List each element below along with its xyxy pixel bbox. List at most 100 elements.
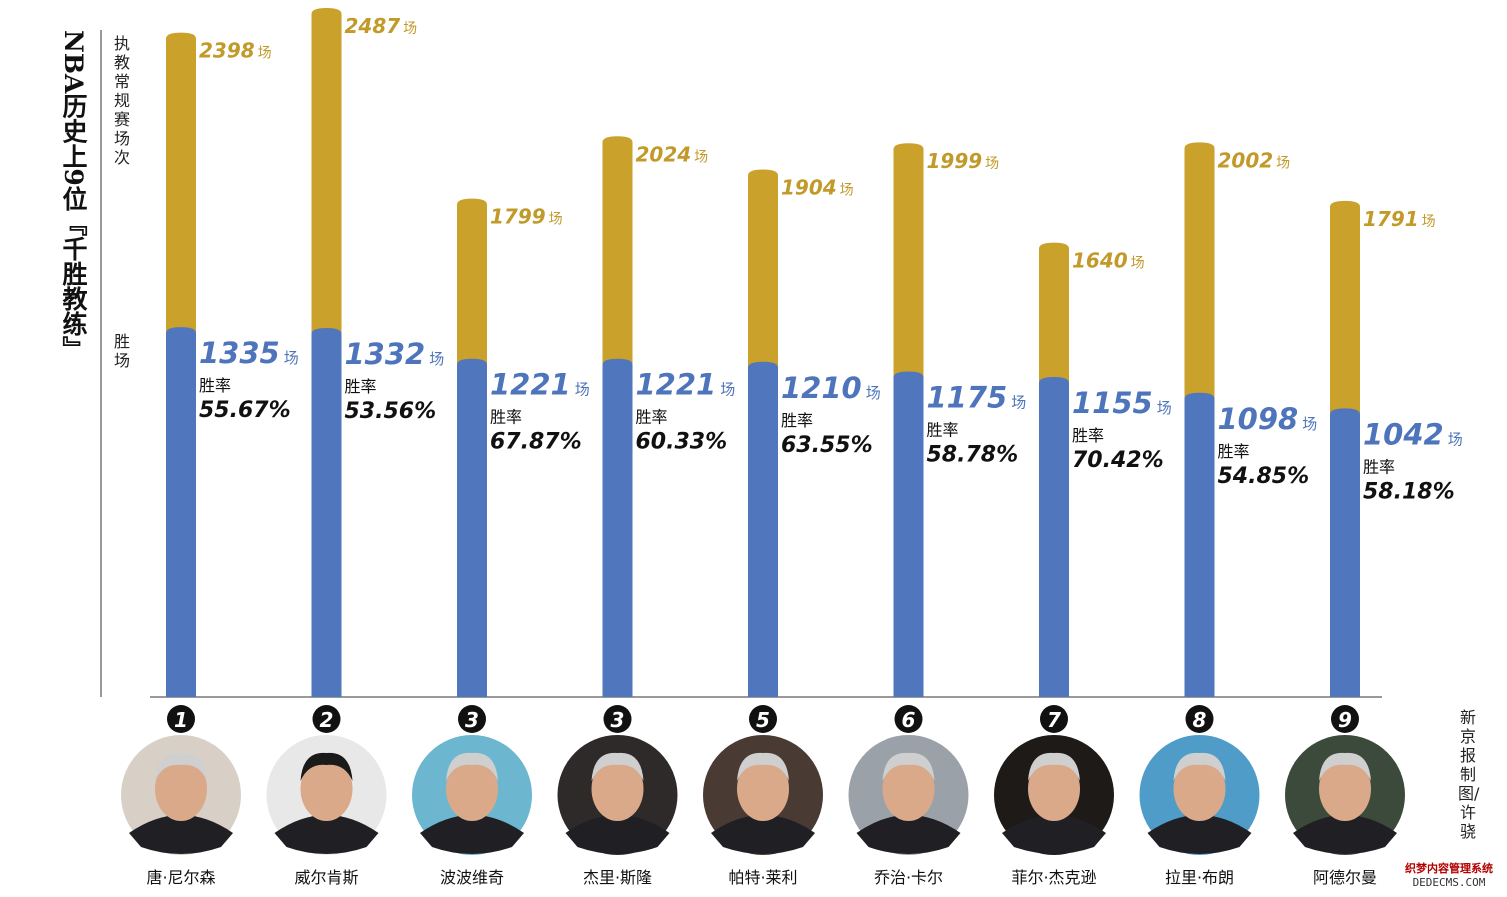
wins-value-label: 1155 场	[1072, 386, 1172, 420]
total-unit: 场	[549, 212, 563, 228]
rank-number: 2	[320, 708, 334, 732]
total-value-label: 2487 场	[345, 14, 418, 38]
portrait-face	[300, 757, 353, 821]
rank-number: 1	[174, 708, 188, 732]
total-unit: 场	[403, 21, 417, 37]
portrait-hair	[1319, 752, 1371, 781]
portrait-hair	[882, 752, 935, 781]
total-value-label: 1640 场	[1072, 249, 1145, 273]
portrait-face	[1319, 757, 1371, 821]
coach-name: 帕特·莱利	[728, 868, 798, 887]
total-value-label: 1999 场	[927, 149, 1000, 173]
total-value-label: 1799 场	[490, 205, 563, 229]
wins-unit: 场	[1448, 430, 1463, 448]
rank-badge	[167, 705, 195, 733]
total-unit: 场	[1276, 155, 1290, 171]
wins-value-label: 1221 场	[636, 368, 736, 402]
portrait-shoulders	[1147, 815, 1252, 854]
total-value-label: 2024 场	[636, 142, 709, 166]
portrait-face	[1173, 757, 1226, 821]
portrait-hair	[155, 752, 207, 781]
legend-wins-label: 胜场	[113, 332, 130, 370]
wins-value-label: 1210 场	[781, 371, 881, 405]
total-value-label: 1791 场	[1363, 207, 1436, 231]
wins-value-label: 1335 场	[199, 336, 299, 370]
chart-title: NBA历史上9位『千胜教练』	[59, 30, 88, 361]
win-rate-caption: 胜率	[1072, 426, 1104, 445]
total-unit: 场	[840, 183, 854, 199]
portrait-face	[155, 757, 207, 821]
portrait-shoulders	[1002, 815, 1106, 854]
total-unit: 场	[985, 156, 999, 172]
rank-badge	[1185, 705, 1214, 733]
portrait-hair	[591, 752, 644, 781]
wins-unit: 场	[866, 384, 881, 402]
rank-number: 3	[611, 708, 625, 732]
total-unit: 场	[694, 149, 708, 165]
total-value-label: 1904 场	[781, 176, 854, 200]
rank-number: 5	[756, 708, 770, 732]
portrait-shoulders	[1293, 815, 1397, 854]
portrait-shoulders	[856, 815, 961, 854]
win-rate-value: 70.42%	[1072, 448, 1164, 473]
win-rate-value: 58.18%	[1363, 479, 1455, 504]
bar-wins	[602, 358, 633, 697]
labels-layer: 2398 场 1335 场胜率 55.67% 2487 场 1332 场胜率 53.56% 1799…	[199, 14, 1463, 504]
watermark-cn: 织梦内容管理系统	[1405, 862, 1493, 875]
portrait-hair	[1028, 752, 1080, 781]
portrait-hair	[300, 752, 353, 781]
watermark: 织梦内容管理系统 DEDECMS.COM	[1397, 862, 1501, 890]
wins-unit: 场	[1157, 399, 1172, 417]
portrait-face	[737, 757, 789, 821]
win-rate-caption: 胜率	[1218, 442, 1250, 461]
portrait-face	[591, 757, 644, 821]
wins-unit: 场	[1302, 415, 1317, 433]
portrait-shoulders	[711, 815, 815, 854]
wins-unit: 场	[1011, 393, 1026, 411]
portrait-hair	[446, 752, 498, 781]
wins-unit: 场	[429, 350, 444, 368]
rank-number: 3	[465, 708, 479, 732]
coach-name: 杰里·斯隆	[582, 868, 653, 887]
coach-name: 唐·尼尔森	[146, 868, 216, 887]
total-unit: 场	[1422, 214, 1436, 230]
bar-wins	[166, 327, 196, 697]
win-rate-caption: 胜率	[1363, 457, 1395, 476]
win-rate-value: 63.55%	[781, 433, 873, 458]
wins-value-label: 1175 场	[927, 380, 1027, 414]
win-rate-value: 58.78%	[927, 442, 1019, 467]
bar-wins	[748, 361, 778, 697]
win-rate-value: 54.85%	[1218, 464, 1310, 489]
rank-badge	[749, 705, 777, 733]
wins-unit: 场	[284, 349, 299, 367]
wins-value-label: 1042 场	[1363, 417, 1463, 451]
total-value-label: 2002 场	[1218, 148, 1291, 172]
rank-badge	[458, 705, 486, 733]
watermark-en: DEDECMS.COM	[1412, 876, 1486, 889]
portrait-hair	[737, 752, 789, 781]
portrait-shoulders	[565, 815, 670, 854]
win-rate-caption: 胜率	[927, 420, 959, 439]
bars-layer	[166, 8, 1360, 698]
total-value-label: 2398 场	[199, 39, 272, 63]
rank-badge	[1040, 705, 1068, 733]
rank-badge	[1331, 705, 1359, 733]
coach-name: 乔治·卡尔	[873, 868, 944, 887]
portraits-layer: 1 2 3 3 5 6 7 8 9	[121, 705, 1405, 855]
win-rate-caption: 胜率	[345, 377, 377, 396]
win-rate-caption: 胜率	[636, 408, 668, 427]
portrait-hair	[1173, 752, 1226, 781]
win-rate-value: 53.56%	[345, 399, 437, 424]
win-rate-caption: 胜率	[490, 408, 522, 427]
portrait-shoulders	[129, 815, 233, 854]
win-rate-value: 67.87%	[490, 430, 582, 455]
bar-wins	[893, 371, 924, 697]
wins-value-label: 1221 场	[490, 368, 590, 402]
bar-wins	[1039, 377, 1069, 697]
rank-badge	[312, 705, 341, 733]
coach-name: 拉里·布朗	[1164, 868, 1235, 887]
wins-value-label: 1332 场	[345, 337, 445, 371]
rank-badge	[603, 705, 632, 733]
portrait-shoulders	[420, 815, 524, 854]
portrait-face	[446, 757, 498, 821]
